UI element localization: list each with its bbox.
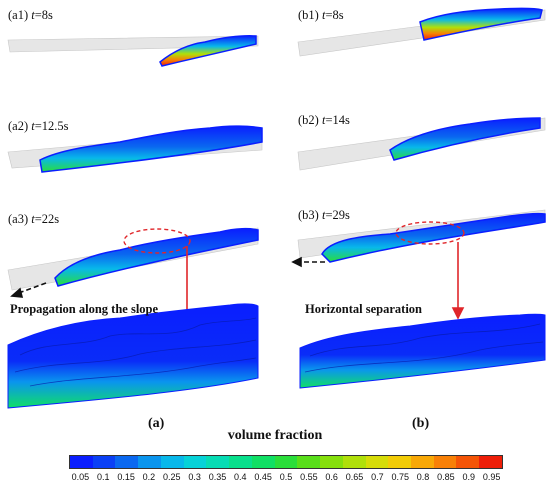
time-symbol: t (321, 208, 326, 222)
time-symbol: t (31, 8, 35, 22)
time-value: =12.5s (34, 119, 69, 133)
highlight-ellipse-b3 (395, 221, 465, 245)
colorbar-swatch (388, 456, 412, 468)
panel-id: (a2) (8, 119, 32, 133)
colorbar-tick-label: 0.35 (208, 472, 227, 482)
panel-id: (b1) (298, 8, 322, 22)
panel-id: (a1) (8, 8, 32, 22)
colorbar-tick-label: 0.25 (163, 472, 181, 482)
colorbar-tick-label: 0.8 (416, 472, 430, 482)
time-symbol: t (321, 113, 326, 127)
flow-b2 (389, 117, 541, 161)
flow-b1 (419, 7, 543, 41)
panel-label-b3: (b3) t=29s (298, 208, 350, 223)
colorbar-tick-label: 0.9 (462, 472, 475, 482)
colorbar-swatch (92, 456, 116, 468)
panel-label-a3: (a3) t=22s (8, 212, 59, 227)
colorbar-swatch (160, 456, 184, 468)
colorbar-tick-label: 0.45 (254, 472, 272, 482)
caption-left: Propagation along the slope (10, 302, 159, 316)
colorbar-tick-label: 0.2 (142, 472, 156, 482)
time-value: =14s (325, 113, 350, 127)
colorbar-tick-label: 0.1 (96, 472, 110, 482)
subfigure-label-b: (b) (412, 416, 430, 431)
panel-id: (a3) (8, 212, 32, 226)
time-symbol: t (321, 8, 326, 22)
colorbar-swatch (229, 456, 252, 468)
colorbar-swatch (206, 456, 230, 468)
colorbar-tick-label: 0.4 (234, 472, 247, 482)
colorbar-swatch (70, 456, 93, 468)
zoom-texture-b (304, 323, 544, 373)
time-symbol: t (31, 212, 35, 226)
colorbar-swatch (115, 456, 139, 468)
time-symbol: t (31, 119, 35, 133)
colorbar-tick-label: 0.85 (437, 472, 455, 482)
colorbar (69, 455, 503, 469)
flow-a1 (159, 35, 257, 67)
colorbar-tick-label: 0.3 (188, 472, 201, 482)
highlight-ellipse-a3 (123, 228, 191, 254)
colorbar-tick-label: 0.55 (300, 472, 318, 482)
panel-id: (b2) (298, 113, 322, 127)
time-value: =22s (34, 212, 60, 226)
colorbar-swatch (365, 456, 389, 468)
panel-label-b1: (b1) t=8s (298, 8, 344, 23)
zoom-view-b (299, 313, 546, 389)
flow-b3 (321, 212, 546, 263)
colorbar-tick-label: 0.75 (391, 472, 409, 482)
time-value: =8s (34, 8, 53, 22)
colorbar-tick-label: 0.65 (345, 472, 364, 482)
colorbar-swatch (297, 456, 321, 468)
caption-right: Horizontal separation (305, 302, 423, 316)
colorbar-tick-label: 0.15 (117, 472, 135, 482)
panel-label-a1: (a1) t=8s (8, 8, 53, 23)
colorbar-swatch (274, 456, 298, 468)
colorbar-swatch (433, 456, 457, 468)
slope-a1 (7, 35, 259, 53)
colorbar-tick-label: 0.6 (325, 472, 338, 482)
colorbar-swatch (251, 456, 275, 468)
panel-label-b2: (b2) t=14s (298, 113, 350, 128)
colorbar-swatch (138, 456, 161, 468)
subfigure-label-a: (a) (148, 416, 165, 431)
colorbar-tick-label: 0.95 (482, 472, 501, 482)
time-value: =29s (325, 208, 350, 222)
direction-arrows (10, 256, 325, 298)
colorbar-swatch (183, 456, 207, 468)
colorbar-swatch (411, 456, 434, 468)
time-value: =8s (325, 8, 344, 22)
colorbar-ticks: 0.05 0.1 0.15 0.2 0.25 0.3 0.35 0.4 0.45 0.5 0.55 0… (69, 472, 503, 484)
colorbar-swatch (479, 456, 502, 468)
zoom-texture-a (14, 317, 257, 387)
colorbar-tick-label: 0.5 (279, 472, 293, 482)
colorbar-swatch (320, 456, 343, 468)
flow-a3 (54, 227, 259, 287)
colorbar-title: volume fraction (227, 428, 323, 443)
panel-id: (b3) (298, 208, 322, 222)
colorbar-tick-label: 0.05 (71, 472, 90, 482)
colorbar-tick-label: 0.7 (371, 472, 384, 482)
colorbar-swatch (342, 456, 366, 468)
panel-label-a2: (a2) t=12.5s (8, 119, 69, 134)
colorbar-swatch (456, 456, 480, 468)
flow-a2 (39, 125, 263, 173)
